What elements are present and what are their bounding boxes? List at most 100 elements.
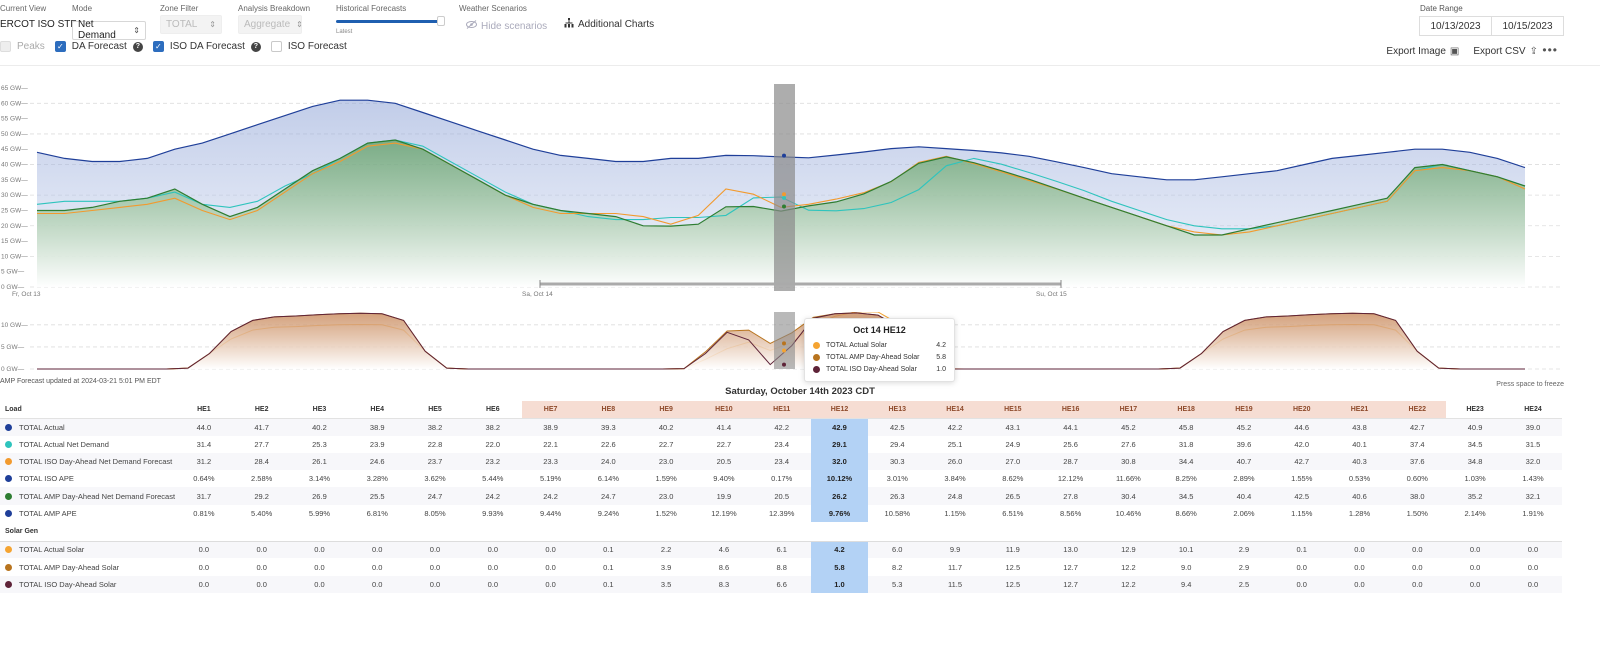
value-cell: 0.0 [232,575,291,593]
series-label-cell: TOTAL AMP Day-Ahead Solar [0,558,175,576]
da-forecast-checkbox[interactable]: ✓ DA Forecast ? [54,41,143,52]
empty-cell [1272,522,1331,542]
value-cell: 42.5 [868,418,927,436]
value-cell: 20.5 [752,487,811,505]
value-cell: 44.6 [1272,418,1331,436]
svg-text:10 GW—: 10 GW— [1,322,28,329]
hour-column-header[interactable]: HE2 [232,401,291,419]
svg-text:25 GW—: 25 GW— [1,207,28,214]
hour-column-header[interactable]: HE16 [1041,401,1100,419]
table-row[interactable]: TOTAL AMP APE 0.81% 5.40% 5.99% 6.81% 8.05% 9.… [0,504,1562,523]
export-image-button[interactable]: Export Image ▣ [1386,46,1459,57]
series-label-cell: TOTAL Actual Net Demand [0,435,175,453]
value-cell: 22.7 [637,435,696,453]
checkbox-box[interactable] [270,41,282,52]
hour-column-header[interactable]: HE3 [290,401,349,419]
hour-column-header[interactable]: HE19 [1215,401,1273,419]
additional-charts-button[interactable]: Additional Charts [564,18,654,31]
value-cell: 32.1 [1503,487,1562,505]
current-view-value[interactable]: ERCOT ISO STF [0,19,77,30]
value-cell: 13.0 [1041,541,1100,559]
hour-column-header[interactable]: HE15 [983,401,1042,419]
value-cell: 6.14% [579,470,638,488]
series-name: TOTAL Actual Net Demand [19,439,109,449]
mode-select[interactable]: Net Demand ⇕ [72,19,146,41]
zone-filter-select[interactable]: TOTAL ⇕ [160,15,222,34]
hour-column-header[interactable]: HE7 [521,401,580,419]
date-end-input[interactable]: 10/15/2023 [1491,16,1564,36]
table-row[interactable]: TOTAL ISO APE 0.64% 2.58% 3.14% 3.28% 3.62% 5.… [0,470,1562,488]
hour-column-header[interactable]: HE24 [1503,401,1562,419]
table-row[interactable]: TOTAL ISO Day-Ahead Solar 0.0 0.0 0.0 0.0 0.0… [0,575,1562,593]
hour-column-header[interactable]: HE21 [1330,401,1389,419]
hour-column-header[interactable]: HE10 [695,401,753,419]
value-cell: 25.6 [1041,435,1100,453]
value-cell: 0.0 [1272,558,1331,576]
hour-column-header[interactable]: HE6 [463,401,522,419]
hide-scenarios-button[interactable]: Hide scenarios [466,20,547,32]
empty-cell [983,522,1042,542]
value-cell: 34.4 [1157,452,1216,471]
table-row[interactable]: TOTAL ISO Day-Ahead Net Demand Forecast 3… [0,452,1562,471]
value-cell: 10.12% [810,470,869,488]
series-dot-icon [5,492,12,500]
hour-column-header[interactable]: HE23 [1446,401,1504,419]
hour-column-header[interactable]: HE18 [1157,401,1216,419]
value-cell: 22.8 [406,435,464,453]
series-label-cell: TOTAL ISO Day-Ahead Solar [0,575,175,593]
table-row[interactable]: TOTAL AMP Day-Ahead Solar 0.0 0.0 0.0 0.0 0.0… [0,558,1562,576]
checkmark-icon[interactable]: ✓ [152,41,164,52]
current-view-label: Current View [0,4,47,13]
peaks-checkbox[interactable]: Peaks [0,41,45,52]
iso-da-forecast-checkbox[interactable]: ✓ ISO DA Forecast ? [152,41,261,52]
checkmark-icon[interactable]: ✓ [54,41,66,52]
series-toggles: Peaks ✓ DA Forecast ? ✓ ISO DA Forecast … [0,41,357,52]
hour-column-header[interactable]: HE22 [1388,401,1447,419]
historical-forecasts-slider[interactable] [336,20,443,23]
table-row[interactable]: TOTAL Actual Solar 0.0 0.0 0.0 0.0 0.0 0.0 0.0 0… [0,541,1562,559]
hour-column-header[interactable]: HE13 [868,401,927,419]
legend-dot-icon [813,353,820,361]
value-cell: 44.1 [1041,418,1100,436]
hour-column-header[interactable]: HE4 [348,401,407,419]
slider-handle[interactable] [437,16,445,26]
value-cell: 40.1 [1330,435,1389,453]
help-icon[interactable]: ? [132,41,143,52]
export-csv-button[interactable]: Export CSV ⇪ [1473,46,1538,57]
tooltip-series-name: TOTAL ISO Day-Ahead Solar [826,365,917,373]
value-cell: 8.6 [695,558,753,576]
svg-text:30 GW—: 30 GW— [1,192,28,199]
value-cell: 0.53% [1330,470,1389,488]
hour-column-header[interactable]: HE17 [1099,401,1158,419]
value-cell: 23.9 [348,435,407,453]
empty-cell [810,522,869,542]
solar-chart[interactable]: 0 GW— 5 GW— 10 GW— [0,312,1600,378]
value-cell: 42.2 [926,418,984,436]
table-row[interactable]: TOTAL AMP Day-Ahead Net Demand Forecast 3… [0,487,1562,505]
more-options-icon[interactable]: ••• [1542,43,1558,57]
hour-column-header[interactable]: HE11 [752,401,811,419]
value-cell: 28.4 [232,452,291,471]
value-cell: 2.9 [1215,541,1273,559]
hour-column-header[interactable]: HE1 [175,401,233,419]
hour-column-header[interactable]: HE12 [810,401,869,419]
value-cell: 25.5 [348,487,407,505]
net-demand-chart[interactable]: 0 GW— 5 GW— 10 GW— 15 GW— 20 GW— 25 GW— 30 GW—… [0,80,1600,305]
help-icon[interactable]: ? [250,41,261,52]
table-row[interactable]: TOTAL Actual Net Demand 31.4 27.7 25.3 23.9 2… [0,435,1562,453]
date-start-input[interactable]: 10/13/2023 [1419,16,1492,36]
hour-column-header[interactable]: HE20 [1272,401,1331,419]
historical-forecasts-sublabel: Latest [336,29,353,35]
value-cell: 8.05% [406,504,464,523]
hour-column-header[interactable]: HE9 [637,401,696,419]
value-cell: 8.62% [983,470,1042,488]
value-cell: 0.0 [1330,558,1389,576]
hour-column-header[interactable]: HE14 [926,401,984,419]
table-row[interactable]: TOTAL Actual 44.0 41.7 40.2 38.9 38.2 38.2 38.9… [0,418,1562,436]
checkbox-box[interactable] [0,41,11,52]
hour-column-header[interactable]: HE5 [406,401,464,419]
analysis-breakdown-select[interactable]: Aggregate ⇕ [238,15,303,34]
hour-column-header[interactable]: HE8 [579,401,638,419]
iso-forecast-checkbox[interactable]: ISO Forecast [270,41,347,52]
value-cell: 0.0 [1388,541,1447,559]
